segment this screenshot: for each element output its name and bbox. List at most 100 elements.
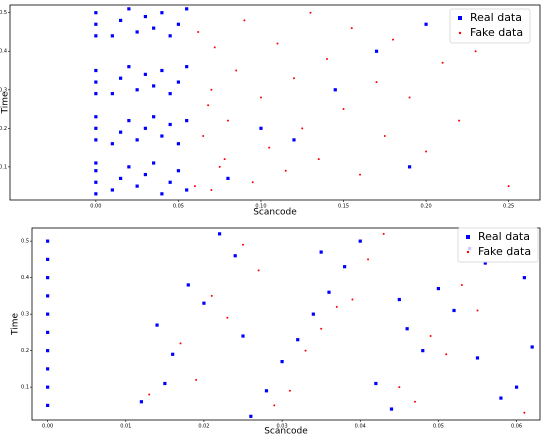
chart: 0.00 0.05 0.10 0.15 0.20 0.25 0.1 0.2 0.3 0.4 0.5 S…	[0, 4, 541, 218]
point	[335, 305, 338, 308]
point	[143, 172, 147, 177]
point	[160, 192, 164, 196]
point	[46, 257, 50, 261]
point	[127, 65, 131, 69]
point	[319, 250, 323, 254]
point	[185, 119, 189, 123]
point	[264, 389, 269, 393]
point	[139, 400, 144, 404]
legend-box	[457, 227, 539, 263]
point	[389, 407, 394, 411]
y-tick-label: 0.1	[21, 385, 29, 391]
point	[155, 323, 159, 327]
point	[217, 232, 222, 236]
point	[94, 92, 98, 96]
point	[152, 26, 156, 30]
point	[186, 283, 190, 287]
point	[185, 188, 189, 192]
x-tick-label: 0.15	[338, 204, 349, 210]
point	[241, 334, 245, 338]
point	[185, 7, 189, 11]
y-tick-label: 0.3	[21, 312, 29, 318]
x-tick-label: 0.06	[511, 424, 522, 430]
point	[110, 142, 114, 146]
point	[210, 294, 213, 297]
point	[46, 239, 50, 243]
point	[530, 345, 534, 349]
point	[226, 176, 230, 181]
point	[398, 386, 401, 389]
x-tick-label: 0.05	[173, 204, 184, 210]
point	[135, 88, 139, 92]
point	[284, 169, 287, 172]
point	[413, 400, 416, 403]
point	[476, 309, 479, 312]
point	[171, 352, 175, 356]
x-tick-label: 0.02	[198, 424, 209, 430]
point	[474, 50, 477, 53]
legend-label: Real data	[478, 230, 530, 243]
point	[135, 138, 139, 142]
point	[445, 353, 448, 356]
point	[425, 150, 428, 153]
point	[292, 138, 296, 142]
point	[405, 327, 409, 331]
point	[195, 378, 198, 381]
point	[152, 161, 156, 165]
point	[311, 312, 315, 316]
point	[317, 158, 320, 161]
point	[185, 65, 189, 69]
point	[475, 356, 480, 360]
legend-label: Real data	[470, 11, 522, 24]
point	[441, 61, 444, 64]
point	[176, 142, 181, 146]
point	[207, 104, 210, 107]
x-tick-label: 0.00	[42, 424, 53, 430]
point	[46, 385, 50, 389]
point	[292, 77, 295, 80]
point	[148, 393, 151, 396]
point	[218, 165, 221, 168]
point	[179, 342, 182, 345]
point	[436, 286, 440, 291]
plot-frame	[31, 227, 541, 421]
x-tick-label: 0.10	[255, 204, 266, 210]
plot-frame	[9, 4, 541, 201]
point	[351, 298, 354, 301]
x-tick-label: 0.01	[120, 424, 131, 430]
point	[257, 269, 260, 272]
y-axis-label: Time	[1, 91, 11, 114]
point	[210, 188, 213, 191]
point	[458, 119, 461, 122]
point	[94, 68, 98, 73]
point	[483, 261, 487, 265]
point	[94, 180, 98, 184]
point	[127, 165, 131, 169]
point	[268, 146, 271, 149]
point	[259, 126, 263, 130]
point	[235, 69, 238, 72]
point	[276, 42, 279, 45]
x-tick-label: 0.20	[421, 204, 432, 210]
point	[407, 165, 412, 169]
point	[309, 11, 312, 14]
point	[46, 312, 50, 316]
point	[168, 92, 172, 96]
point	[343, 265, 347, 269]
point	[143, 126, 147, 130]
point	[280, 359, 284, 364]
point	[226, 119, 229, 122]
point	[46, 276, 50, 280]
point	[46, 349, 50, 353]
legend-marker	[458, 31, 462, 35]
point	[127, 7, 131, 11]
point	[94, 169, 98, 173]
point	[94, 34, 98, 38]
legend-marker	[466, 250, 470, 254]
y-tick-label: 0.3	[0, 87, 7, 93]
x-tick-label: 0.25	[503, 204, 514, 210]
point	[152, 84, 156, 88]
legend-label: Fake data	[470, 26, 523, 39]
point	[296, 338, 300, 342]
